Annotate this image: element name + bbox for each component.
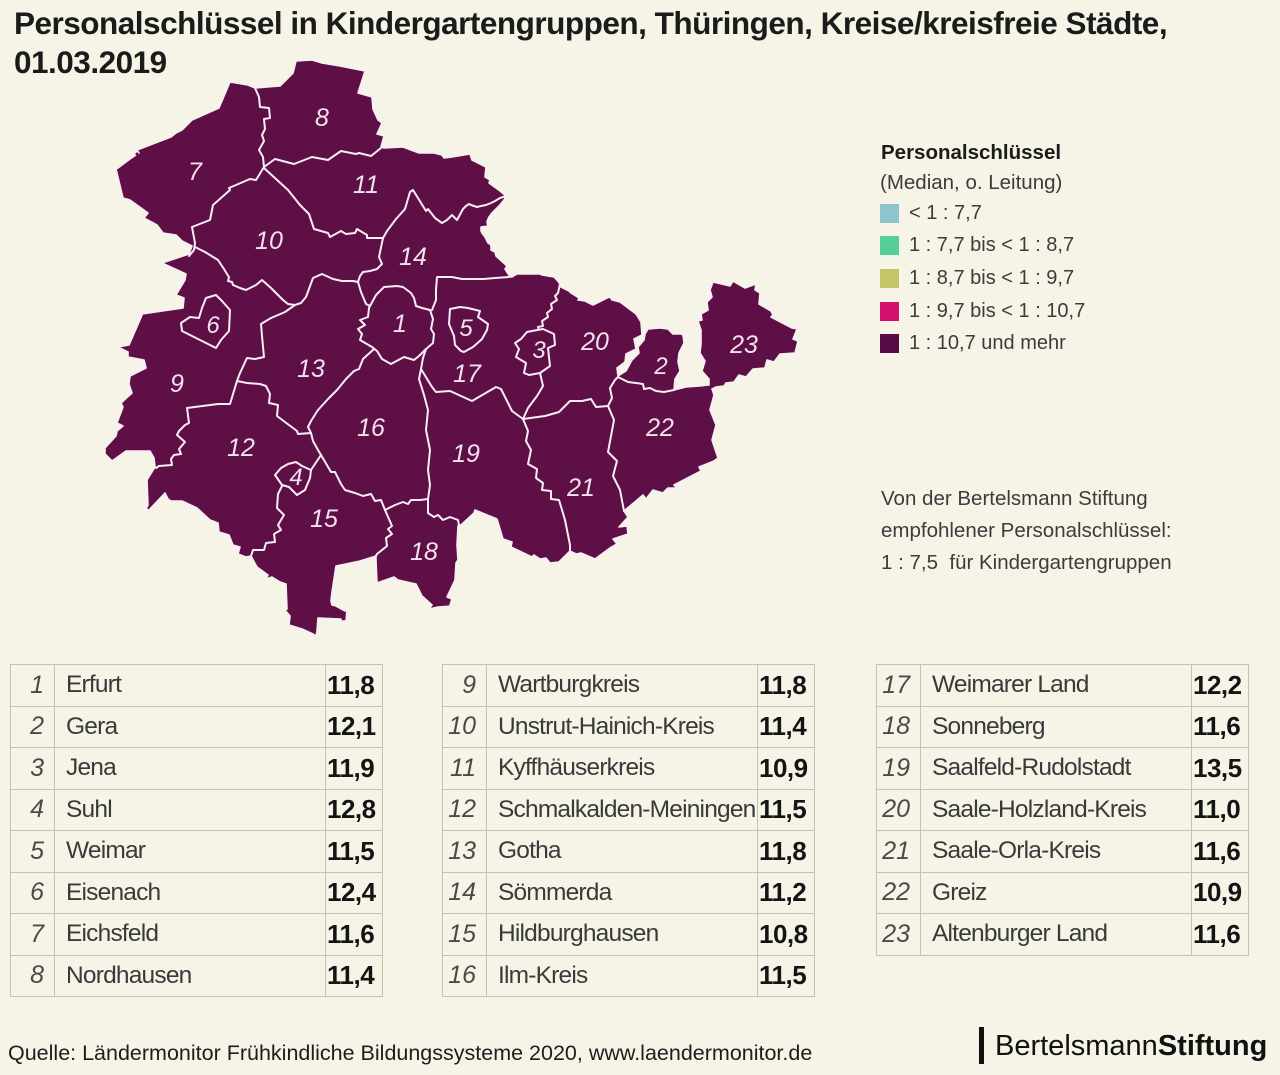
svg-text:14: 14 [399, 243, 427, 271]
svg-text:16: 16 [357, 414, 385, 442]
svg-text:2: 2 [653, 353, 667, 380]
svg-text:8: 8 [315, 104, 329, 132]
svg-text:20: 20 [580, 328, 609, 356]
svg-text:3: 3 [532, 337, 546, 364]
svg-text:19: 19 [452, 440, 480, 468]
svg-text:10: 10 [255, 227, 283, 255]
svg-text:6: 6 [206, 312, 220, 339]
svg-text:4: 4 [289, 464, 302, 491]
svg-text:22: 22 [645, 414, 674, 442]
svg-text:9: 9 [170, 370, 184, 398]
svg-text:1: 1 [393, 310, 407, 338]
svg-text:5: 5 [459, 315, 473, 342]
svg-text:15: 15 [310, 505, 338, 533]
svg-text:13: 13 [297, 355, 325, 383]
svg-text:17: 17 [453, 360, 482, 388]
svg-text:12: 12 [227, 434, 255, 462]
svg-text:18: 18 [410, 538, 438, 566]
svg-text:7: 7 [188, 158, 203, 186]
svg-text:23: 23 [729, 331, 758, 359]
svg-text:11: 11 [353, 171, 379, 199]
svg-text:21: 21 [566, 474, 595, 502]
